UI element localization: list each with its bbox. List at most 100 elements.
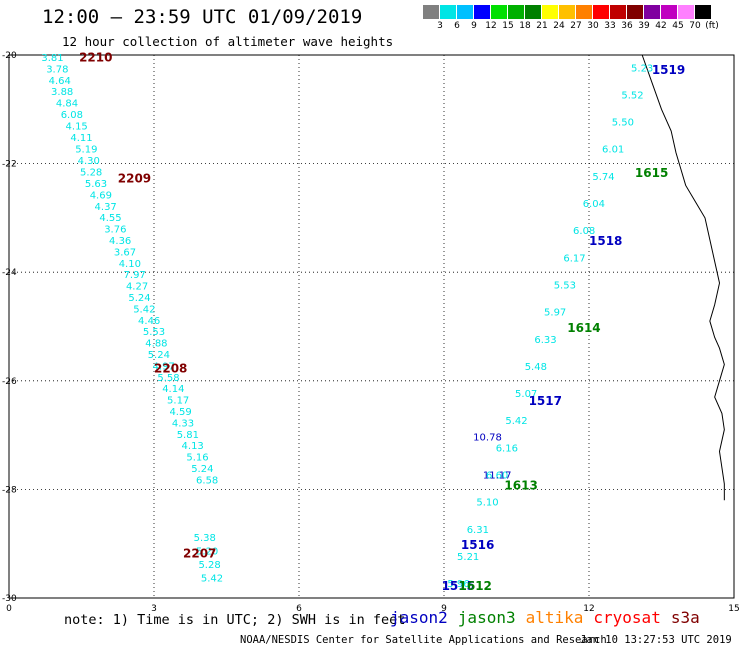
colorbar-label: 36 — [621, 21, 633, 31]
x-tick-label: 6 — [296, 604, 302, 614]
y-tick-label: -26 — [2, 377, 17, 387]
swh-value: 5.07 — [515, 389, 537, 400]
generation-timestamp: Jan 10 13:27:53 UTC 2019 — [580, 634, 732, 646]
swh-value: 4.55 — [99, 213, 121, 224]
colorbar-swatch — [593, 5, 610, 19]
colorbar-label: 30 — [587, 21, 599, 31]
colorbar-label: 24 — [553, 21, 565, 31]
y-tick-label: -30 — [2, 594, 17, 604]
swh-value: 4.37 — [95, 202, 117, 213]
swh-value: 6.16 — [496, 443, 518, 454]
satellite-legend-jason3: jason3 — [457, 608, 516, 627]
colorbar-swatch — [542, 5, 559, 19]
swh-value: 5.10 — [476, 498, 498, 509]
satellite-legend-s3a: s3a — [670, 608, 700, 627]
swh-value: 3.76 — [104, 225, 126, 236]
credit-line: NOAA/NESDIS Center for Satellite Applica… — [240, 634, 607, 646]
y-tick-label: -22 — [2, 160, 17, 170]
swh-value: 3.81 — [41, 53, 63, 64]
satellite-legend-cryosat: cryosat — [593, 608, 661, 627]
colorbar-swatch — [440, 5, 457, 19]
colorbar-label: 12 — [485, 21, 497, 31]
x-tick-label: 12 — [583, 604, 594, 614]
swh-value: 11.17 — [483, 471, 512, 482]
swh-value: 5.97 — [544, 308, 566, 319]
pass-label: 1614 — [567, 321, 600, 335]
swh-value: 6.33 — [534, 335, 556, 346]
colorbar-swatch — [644, 5, 661, 19]
swh-value: 5.20 — [196, 547, 218, 558]
colorbar-swatch — [678, 5, 695, 19]
swh-value: 5.63 — [85, 179, 107, 190]
colorbar-swatch — [491, 5, 508, 19]
page-subtitle: 12 hour collection of altimeter wave hei… — [62, 34, 394, 49]
swh-value: 6.08 — [573, 226, 595, 237]
swh-value: 5.42 — [133, 304, 155, 315]
swh-value: 4.84 — [56, 99, 78, 110]
swh-value: 4.10 — [119, 259, 141, 270]
swh-value: 5.19 — [75, 145, 97, 156]
pass-label: 2209 — [118, 172, 151, 186]
y-tick-label: -20 — [2, 51, 17, 61]
colorbar-swatches — [423, 5, 712, 19]
swh-value: 4.64 — [49, 76, 71, 87]
colorbar-swatch — [508, 5, 525, 19]
pass-label: 1613 — [504, 478, 537, 492]
swh-value: 4.13 — [182, 441, 204, 452]
colorbar-label: 70 — [689, 21, 701, 31]
swh-value: 5.28 — [80, 168, 102, 179]
footnote: note: 1) Time is in UTC; 2) SWH is in fe… — [64, 612, 406, 628]
x-tick-label: 0 — [6, 604, 12, 614]
x-tick-label: 9 — [441, 604, 447, 614]
swh-value: 5.17 — [167, 396, 189, 407]
satellite-legend-altika: altika — [525, 608, 584, 627]
pass-label: 1516 — [461, 538, 494, 552]
swh-value: 5.48 — [525, 362, 547, 373]
satellite-legend-jason2: jason2 — [390, 608, 448, 627]
swh-value: 6.17 — [563, 253, 585, 264]
swh-value: 5.23 — [631, 63, 653, 74]
swh-value: 3.78 — [46, 64, 68, 75]
swh-value: 5.24 — [148, 350, 170, 361]
swh-value: 5.42 — [201, 574, 223, 585]
pass-label: 2207 — [183, 546, 216, 560]
swh-value: 5.52 — [621, 90, 643, 101]
swh-value: 5.28 — [198, 560, 220, 571]
satellite-legend: jason2 jason3 altika cryosat s3a — [390, 608, 710, 627]
colorbar-label: 21 — [536, 21, 548, 31]
y-tick-label: -24 — [2, 268, 17, 278]
colorbar-swatch — [695, 5, 712, 19]
swh-value: 4.33 — [172, 418, 194, 429]
swh-value: 5.53 — [554, 280, 576, 291]
swh-value: 4.14 — [162, 384, 184, 395]
swh-value: 4.46 — [138, 316, 160, 327]
swh-value: 4.97 — [153, 361, 175, 372]
map-frame — [8, 54, 735, 599]
swh-value: 5.38 — [194, 533, 216, 544]
colorbar-swatch — [610, 5, 627, 19]
swh-value: 5.42 — [505, 416, 527, 427]
y-tick-label: -28 — [2, 485, 17, 495]
colorbar-swatch — [661, 5, 678, 19]
swh-value: 5.96 — [447, 579, 469, 590]
pass-label: 1612 — [459, 579, 492, 593]
colorbar-label: 45 — [672, 21, 684, 31]
swh-value: 5.21 — [457, 552, 479, 563]
colorbar-label: 18 — [519, 21, 531, 31]
swh-value: 3.67 — [114, 247, 136, 258]
swh-value: 6.08 — [61, 110, 83, 121]
colorbar-label: 42 — [655, 21, 667, 31]
page-title: 12:00 – 23:59 UTC 01/09/2019 — [42, 6, 363, 28]
colorbar-swatch — [525, 5, 542, 19]
colorbar-labels: 3 6 9 12 15 18 21 24 27 30 33 36 39 42 45 70 (ft) — [423, 21, 730, 33]
coastline — [641, 54, 725, 501]
pass-label: 1518 — [589, 234, 622, 248]
colorbar-label: 39 — [638, 21, 650, 31]
swh-value: 5.53 — [143, 327, 165, 338]
swh-value: 4.36 — [109, 236, 131, 247]
colorbar-label: (ft) — [705, 21, 719, 31]
swh-value: 4.27 — [126, 282, 148, 293]
swh-value: 6.31 — [467, 525, 489, 536]
swh-value: 7.97 — [124, 270, 146, 281]
colorbar-swatch — [457, 5, 474, 19]
